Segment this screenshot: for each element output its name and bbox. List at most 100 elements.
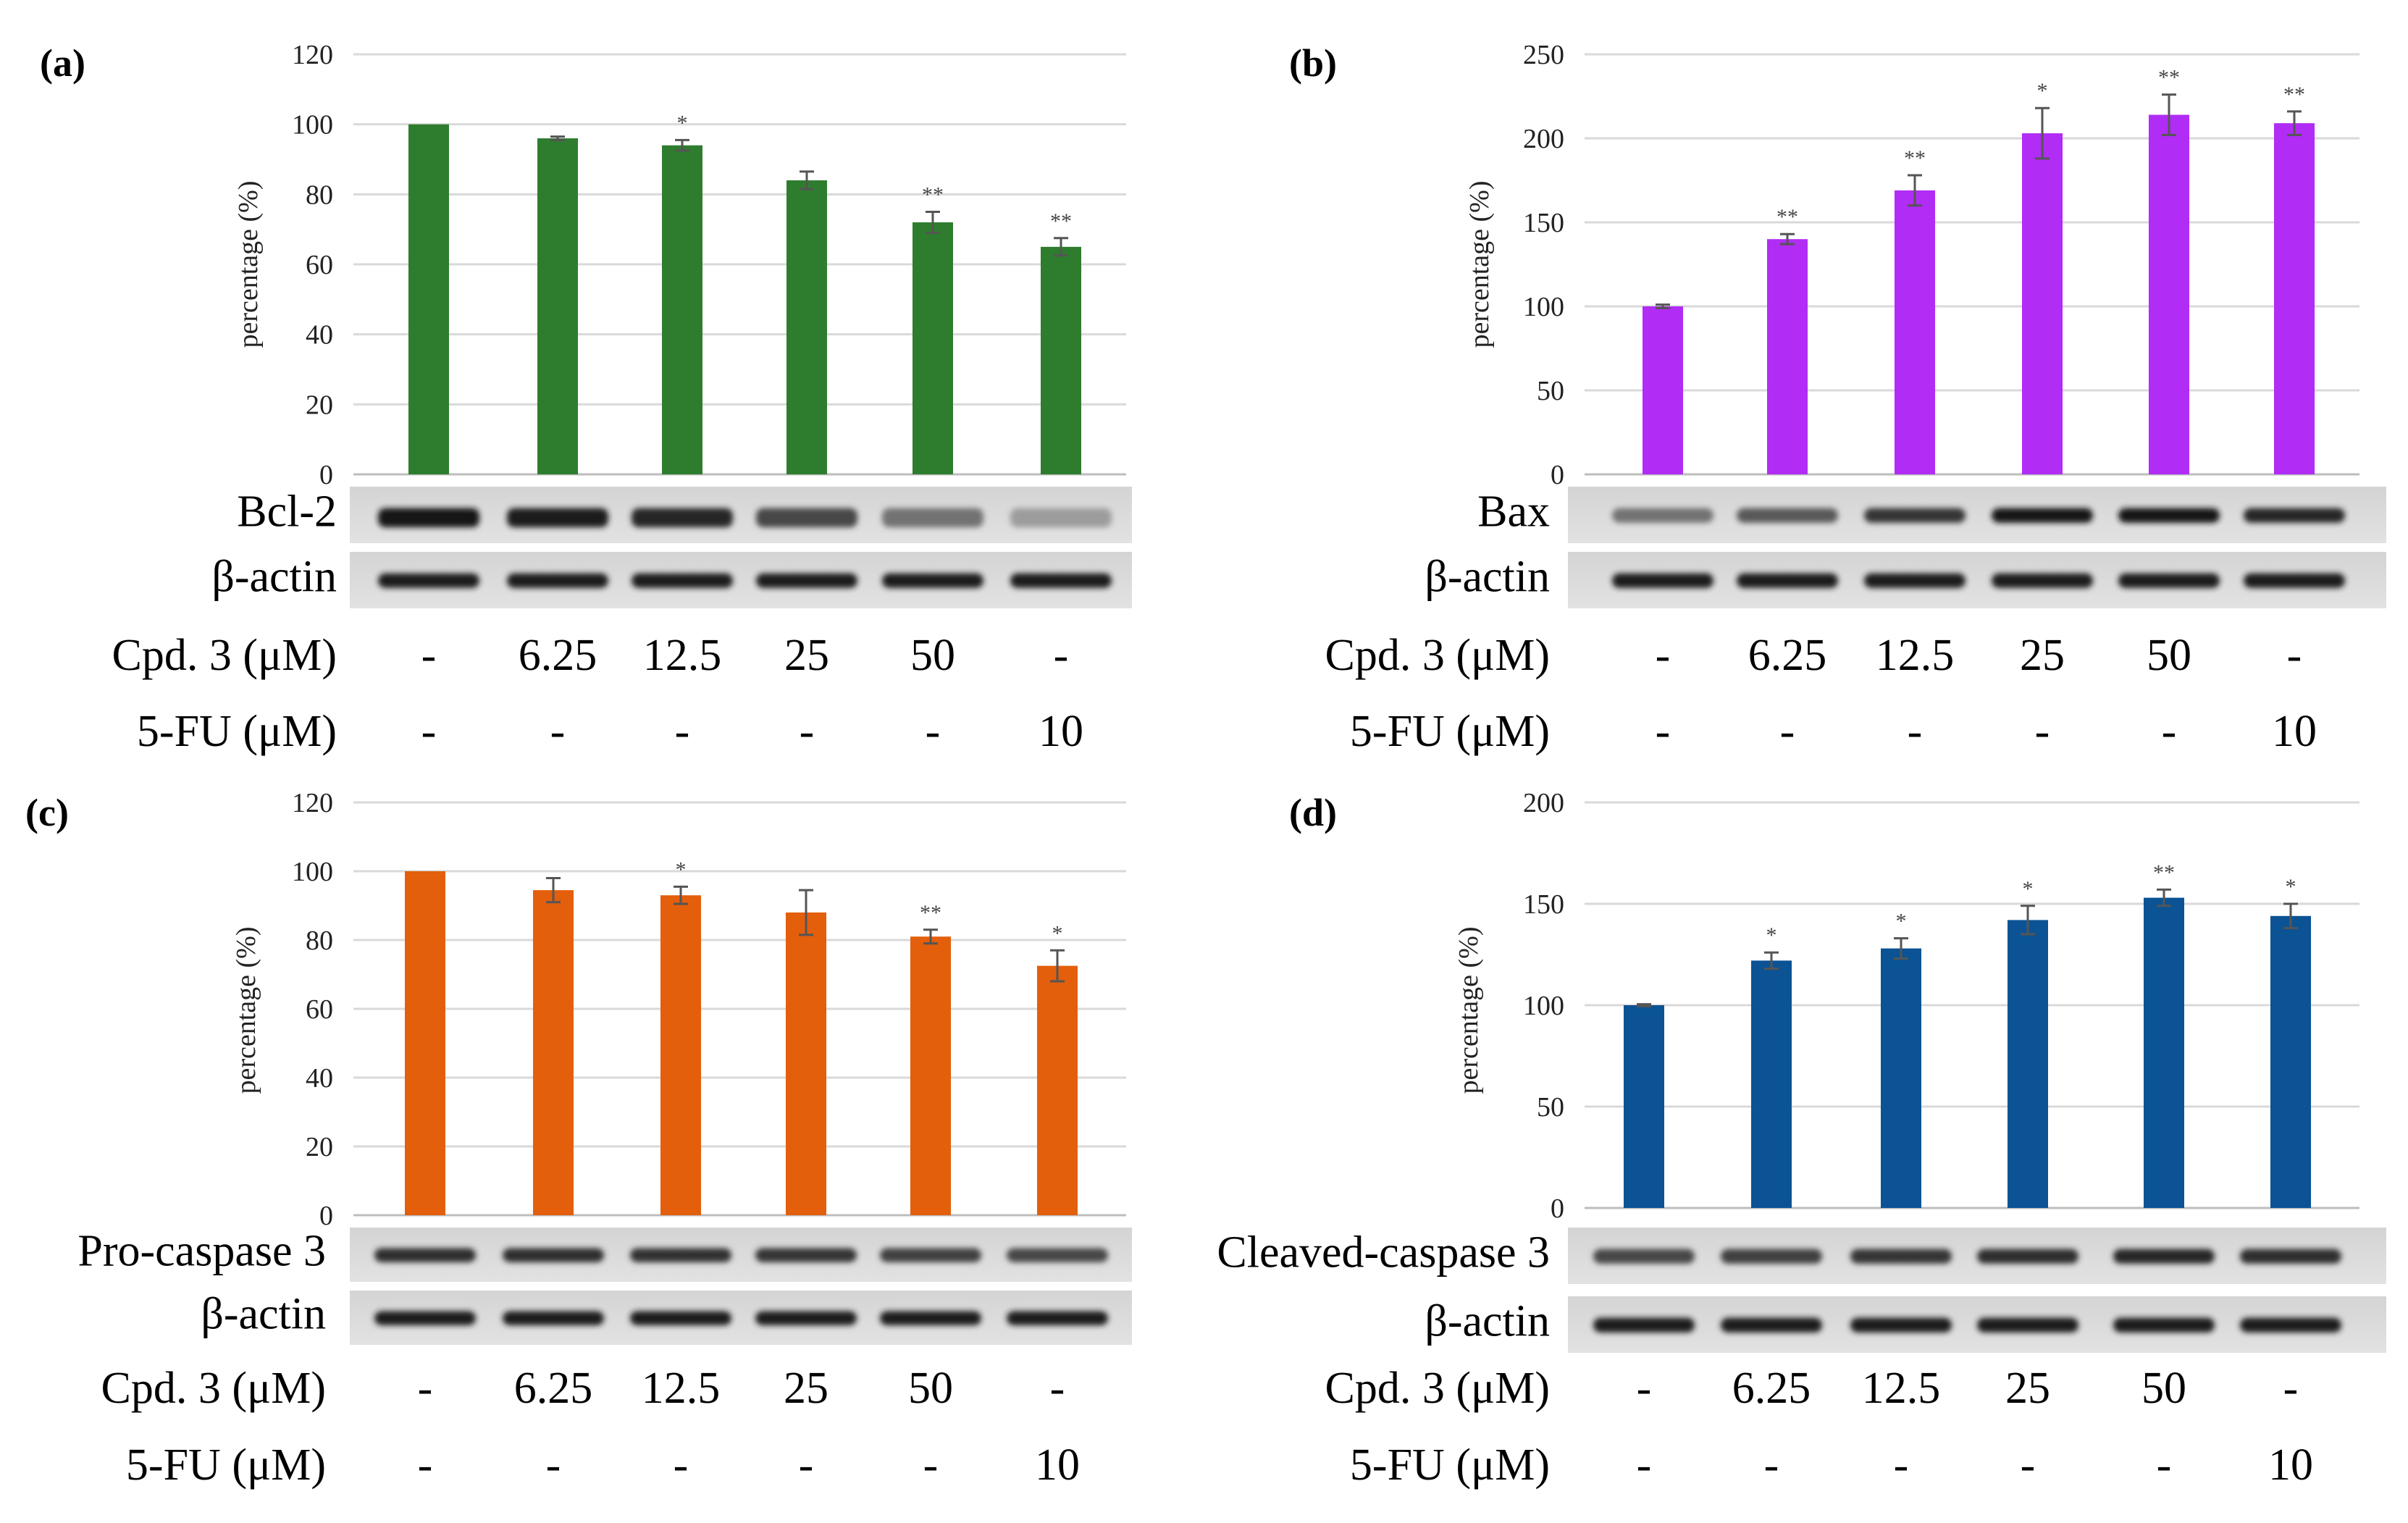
y-tick-label: 0: [1551, 1193, 1564, 1224]
bar: [2270, 915, 2311, 1208]
blot-label: β-actin: [211, 553, 337, 602]
blot-band: [2113, 1317, 2215, 1333]
error-bar: [1050, 949, 1065, 983]
blot-background: [350, 487, 1132, 543]
blot-band: [630, 1248, 731, 1262]
y-axis-label: percentage (%): [233, 180, 264, 348]
significance-marker: **: [2153, 860, 2175, 884]
cpd-dose: 12.5: [1862, 1364, 1941, 1413]
y-axis-label: percentage (%): [231, 926, 261, 1094]
y-axis-label: percentage (%): [1453, 926, 1484, 1094]
bar: [1624, 1005, 1664, 1208]
bar: [1895, 190, 1935, 474]
y-tick-label: 0: [319, 1201, 333, 1231]
error-bar: [550, 135, 565, 141]
bar: [1751, 960, 1792, 1208]
panel-title: (d): [1289, 791, 1337, 834]
fu-dose: 10: [2268, 1440, 2313, 1490]
error-bar: [799, 889, 813, 936]
cpd-row-label: Cpd. 3 (μM): [112, 631, 337, 680]
blot-band: [1977, 1249, 2078, 1264]
blot-band: [1721, 1249, 1822, 1264]
fu-row-label: 5-FU (μM): [126, 1440, 326, 1490]
blot-band: [2240, 1249, 2341, 1264]
y-tick-label: 250: [1523, 40, 1564, 70]
y-tick-label: 20: [306, 390, 333, 420]
blot-band: [1612, 573, 1713, 588]
actin-blot: [350, 1291, 1132, 1345]
fu-dose: -: [800, 707, 815, 756]
blot-band: [882, 508, 983, 528]
error-bar: [1908, 174, 1922, 207]
y-tick-label: 80: [306, 926, 333, 956]
fu-dose: -: [675, 707, 690, 756]
fu-dose: -: [1637, 1440, 1652, 1490]
cpd-row-label: Cpd. 3 (μM): [1325, 1364, 1550, 1413]
cpd-dose: 50: [910, 631, 955, 680]
panel-title: (b): [1289, 41, 1337, 85]
error-bar: [1637, 1003, 1651, 1007]
error-bar: [1764, 951, 1779, 970]
bar: [662, 145, 702, 474]
significance-marker: *: [676, 857, 687, 881]
y-tick-label: 200: [1523, 124, 1564, 154]
fu-dose: -: [799, 1440, 814, 1490]
cpd-dose: 25: [784, 631, 829, 680]
blot-band: [507, 508, 608, 528]
blot-band: [755, 1248, 857, 1262]
bar: [2149, 114, 2189, 474]
y-tick-label: 100: [292, 857, 333, 887]
blot-band: [1850, 1317, 1952, 1333]
error-bar: [923, 928, 938, 945]
error-bar: [1894, 937, 1908, 960]
error-bar: [674, 885, 688, 905]
blot-band: [1007, 1311, 1108, 1325]
actin-blot: [350, 552, 1132, 608]
bar: [1643, 306, 1683, 474]
cpd-dose: -: [1054, 631, 1069, 680]
bar: [2144, 897, 2184, 1208]
target-blot: [1568, 487, 2386, 543]
actin-blot: [1568, 552, 2386, 608]
y-tick-label: 200: [1523, 788, 1564, 818]
y-tick-label: 100: [1523, 292, 1564, 322]
y-axis-label: percentage (%): [1464, 180, 1495, 348]
blot-band: [882, 573, 983, 588]
blot-band: [378, 508, 479, 528]
cpd-dose: 12.5: [1876, 631, 1955, 680]
cpd-dose: -: [1656, 631, 1671, 680]
y-tick-label: 40: [306, 320, 333, 351]
y-tick-label: 60: [306, 994, 333, 1025]
y-tick-label: 100: [292, 110, 333, 140]
blot-band: [1977, 1317, 2078, 1333]
blot-band: [2240, 1317, 2341, 1333]
blot-background: [350, 1228, 1132, 1282]
fu-dose: -: [1764, 1440, 1779, 1490]
blot-label: β-actin: [1425, 553, 1550, 602]
significance-marker: *: [677, 111, 688, 135]
fu-dose: -: [2157, 1440, 2172, 1490]
error-bar: [2283, 902, 2298, 930]
blot-band: [756, 508, 857, 528]
cpd-dose: 6.25: [1732, 1364, 1811, 1413]
cpd-dose: 50: [908, 1364, 953, 1413]
significance-marker: *: [1896, 910, 1907, 933]
error-bar: [1656, 303, 1670, 309]
blot-band: [2113, 1249, 2215, 1264]
fu-dose: 10: [1039, 707, 1083, 756]
significance-marker: *: [2037, 79, 2048, 103]
fu-row-label: 5-FU (μM): [1350, 707, 1550, 756]
panel-title: (c): [25, 791, 69, 834]
target-blot: [350, 1228, 1132, 1282]
y-tick-label: 60: [306, 250, 333, 280]
cpd-dose: 6.25: [1748, 631, 1827, 680]
fu-dose: -: [1780, 707, 1795, 756]
significance-marker: *: [2023, 877, 2034, 901]
cpd-dose: -: [421, 631, 437, 680]
bar: [1767, 239, 1808, 474]
fu-dose: -: [1656, 707, 1671, 756]
fu-dose: -: [926, 707, 941, 756]
cpd-dose: -: [1637, 1364, 1652, 1413]
